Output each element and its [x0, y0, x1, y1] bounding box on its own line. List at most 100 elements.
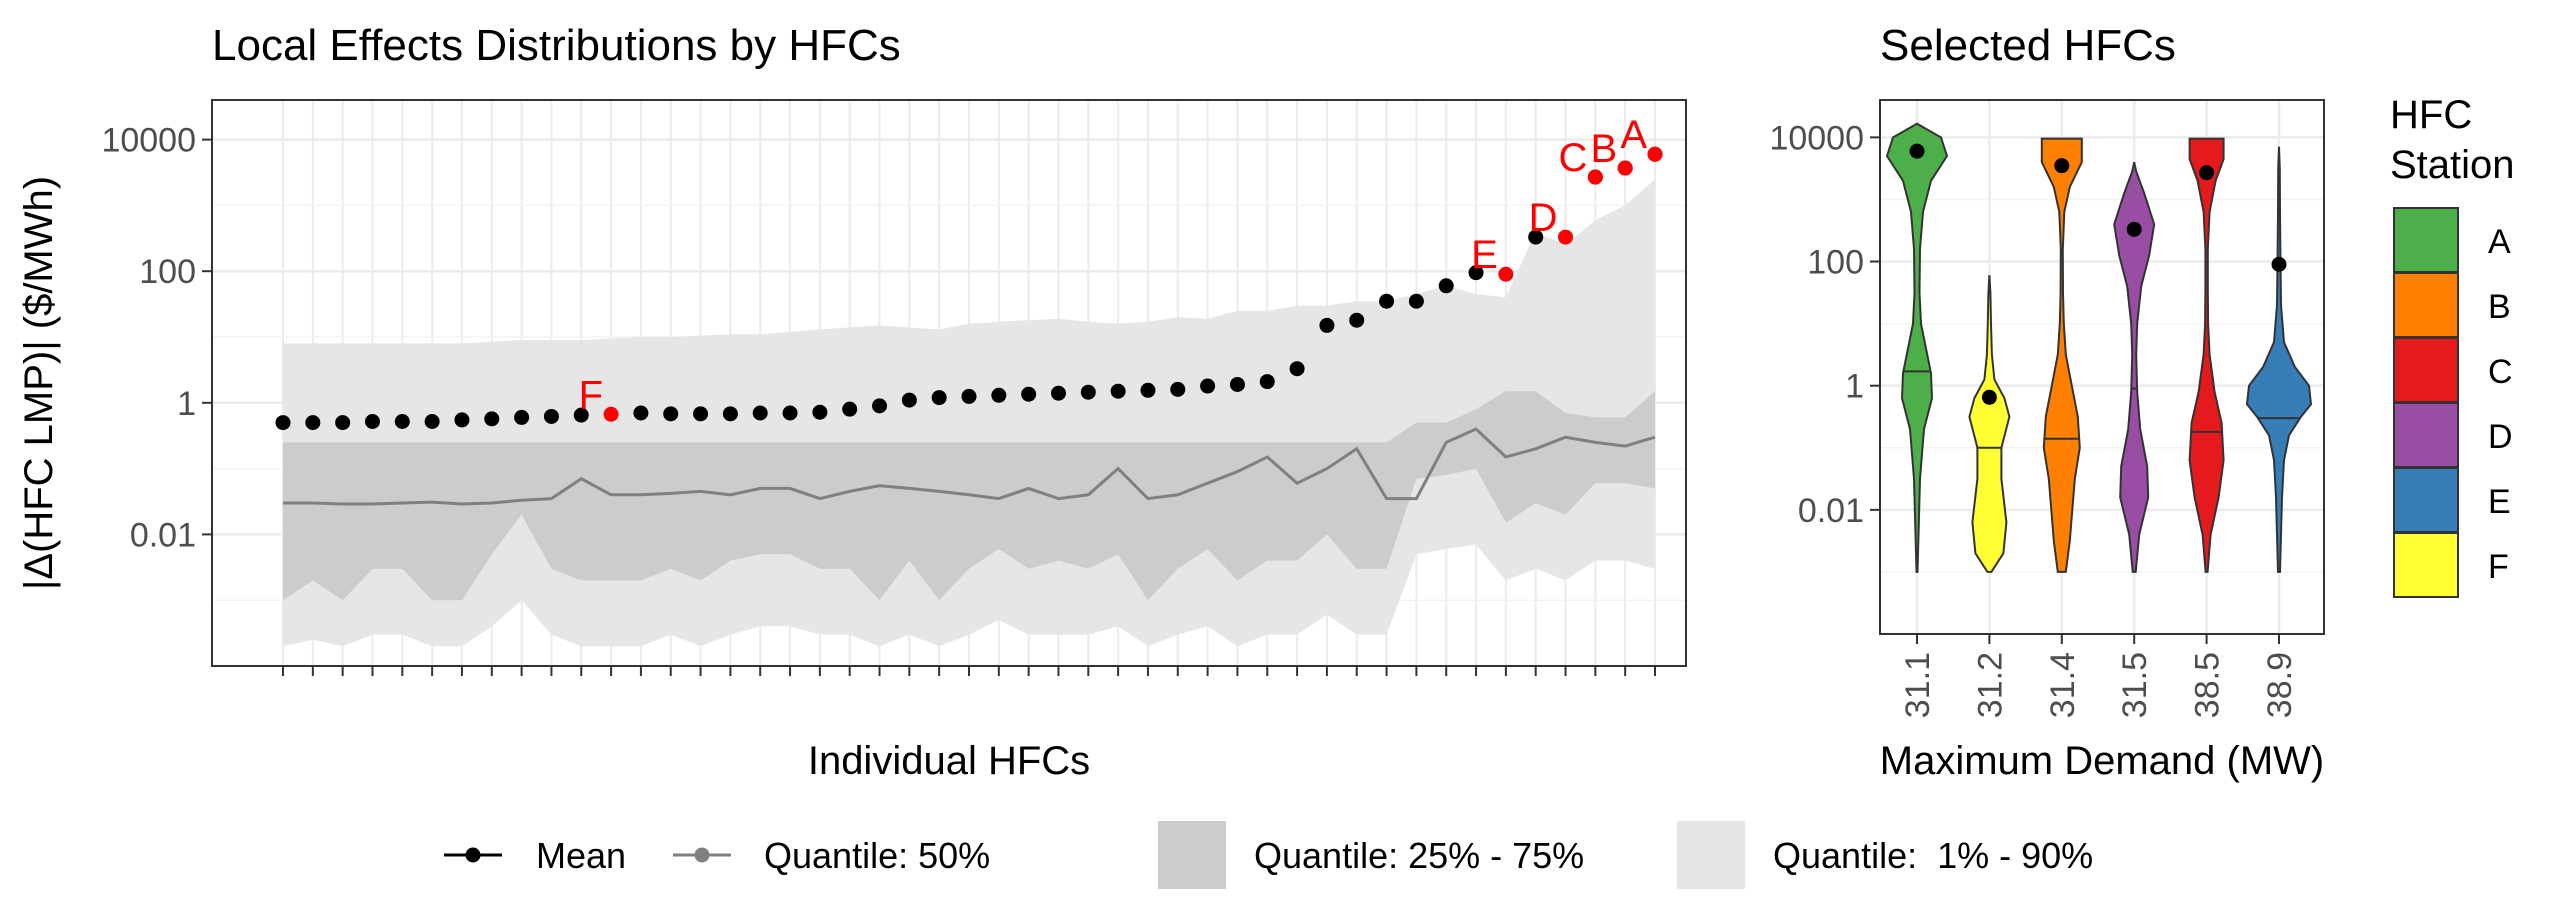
- right-violins: [1885, 122, 2313, 573]
- mean-point: [484, 411, 500, 427]
- left-series-lines: [283, 427, 1656, 506]
- left-y-tick-label: 1: [177, 385, 196, 423]
- left-y-tick-label: 100: [139, 253, 196, 291]
- violin-mean-f: [1981, 389, 1997, 405]
- mean-point: [1110, 383, 1126, 399]
- violin-e: [2245, 146, 2313, 573]
- mean-point: [543, 408, 559, 424]
- left-chart-title: Local Effects Distributions by HFCs: [212, 21, 901, 70]
- mean-point: [1140, 382, 1156, 398]
- mean-point: [1021, 386, 1037, 402]
- highlight-point-c: [1587, 169, 1603, 185]
- station-legend-title: Station: [2390, 143, 2515, 187]
- left-panel: Local Effects Distributions by HFCs F EDC…: [17, 21, 1687, 783]
- mean-point: [663, 406, 679, 422]
- right-plot-background: [1880, 100, 2324, 634]
- mean-point: [1229, 376, 1245, 392]
- station-swatch-b: [2393, 272, 2459, 338]
- right-y-tick-label: 100: [1807, 244, 1864, 282]
- point-label-c: C: [1558, 136, 1587, 180]
- mean-point: [454, 412, 470, 428]
- mean-point: [901, 392, 917, 408]
- legend-mean-point: [465, 847, 481, 863]
- mean-point: [633, 405, 649, 421]
- right-x-axis: 31.1 31.2 31.4 31.5 38.5 38.9: [1899, 634, 2299, 718]
- station-swatch-d: [2393, 402, 2459, 468]
- mean-point: [305, 415, 321, 431]
- right-y-axis: 0.01 1 100 10000: [1769, 119, 1880, 530]
- legend-iqr-label: Quantile: 25% - 75%: [1254, 835, 1584, 876]
- mean-point: [842, 401, 858, 417]
- mean-point: [961, 388, 977, 404]
- right-y-tick-label: 10000: [1769, 119, 1864, 157]
- right-x-tick-label: 38.9: [2261, 652, 2299, 718]
- mean-point: [514, 409, 530, 425]
- mean-point: [364, 413, 380, 429]
- mean-point: [1050, 385, 1066, 401]
- right-panel: Selected HFCs 0.01 1 100 10000 31.1 31.2 31.4…: [1769, 21, 2325, 783]
- station-label-a: A: [2488, 223, 2511, 261]
- right-x-tick-label: 38.5: [2189, 652, 2227, 718]
- station-swatch-a: [2393, 207, 2459, 273]
- mean-point: [275, 415, 291, 431]
- highlight-point-a: [1647, 146, 1663, 162]
- station-swatch-e: [2393, 467, 2459, 533]
- mean-point: [424, 413, 440, 429]
- mean-point: [1259, 374, 1275, 390]
- mean-point: [931, 390, 947, 406]
- violin-a: [1885, 122, 1949, 573]
- mean-point: [812, 404, 828, 420]
- station-swatch-f: [2393, 532, 2459, 598]
- violin-mean-a: [1909, 143, 1925, 159]
- right-x-tick-label: 31.1: [1899, 652, 1937, 718]
- bottom-legend: Mean Quantile: 50% Quantile: 25% - 75% Quan…: [444, 821, 2093, 889]
- right-x-tick-label: 31.4: [2044, 652, 2082, 718]
- left-y-tick-label: 0.01: [130, 516, 196, 554]
- station-label-c: C: [2488, 353, 2513, 391]
- mean-point: [1379, 293, 1395, 309]
- right-chart-title: Selected HFCs: [1880, 21, 2176, 70]
- right-x-tick-label: 31.2: [1971, 652, 2009, 718]
- mean-point: [1468, 265, 1484, 281]
- mean-point: [573, 407, 589, 423]
- mean-point: [1319, 317, 1335, 333]
- legend-mean-label: Mean: [536, 835, 626, 876]
- station-swatch-c: [2393, 337, 2459, 403]
- station-label-b: B: [2488, 288, 2511, 326]
- right-y-tick-label: 1: [1845, 368, 1864, 406]
- legend-q50-point: [694, 847, 710, 863]
- violin-mean-e: [2271, 256, 2287, 272]
- mean-point: [335, 415, 351, 431]
- mean-point: [693, 406, 709, 422]
- mean-point: [752, 405, 768, 421]
- legend-q50-label: Quantile: 50%: [764, 835, 990, 876]
- legend-iqr-swatch: [1158, 821, 1226, 889]
- mean-point: [394, 413, 410, 429]
- station-label-e: E: [2488, 483, 2511, 521]
- violin-c: [2188, 137, 2225, 573]
- legend-wide-swatch: [1677, 821, 1745, 889]
- right-x-tick-label: 31.5: [2116, 652, 2154, 718]
- mean-point: [1289, 361, 1305, 377]
- highlight-point-e: [1498, 266, 1514, 282]
- station-label-f: F: [2488, 548, 2509, 586]
- right-plot-border: [1879, 99, 2325, 635]
- left-y-tick-label: 10000: [101, 122, 196, 160]
- station-label-d: D: [2488, 418, 2513, 456]
- right-y-tick-label: 0.01: [1798, 492, 1864, 530]
- violin-d: [2113, 161, 2156, 573]
- left-x-axis-title: Individual HFCs: [808, 739, 1090, 783]
- violin-f: [1968, 275, 2011, 573]
- point-label-a: A: [1620, 113, 1647, 157]
- mean-point: [1170, 381, 1186, 397]
- point-label-b: B: [1590, 127, 1617, 171]
- mean-point: [1349, 312, 1365, 328]
- mean-point: [1080, 384, 1096, 400]
- legend-wide-label: Quantile: 1% - 90%: [1773, 835, 2093, 876]
- violin-b: [2040, 137, 2083, 573]
- right-x-axis-title: Maximum Demand (MW): [1880, 739, 2324, 783]
- highlight-point-b: [1617, 160, 1633, 176]
- left-y-axis: 0.01 1 100 10000: [101, 122, 212, 554]
